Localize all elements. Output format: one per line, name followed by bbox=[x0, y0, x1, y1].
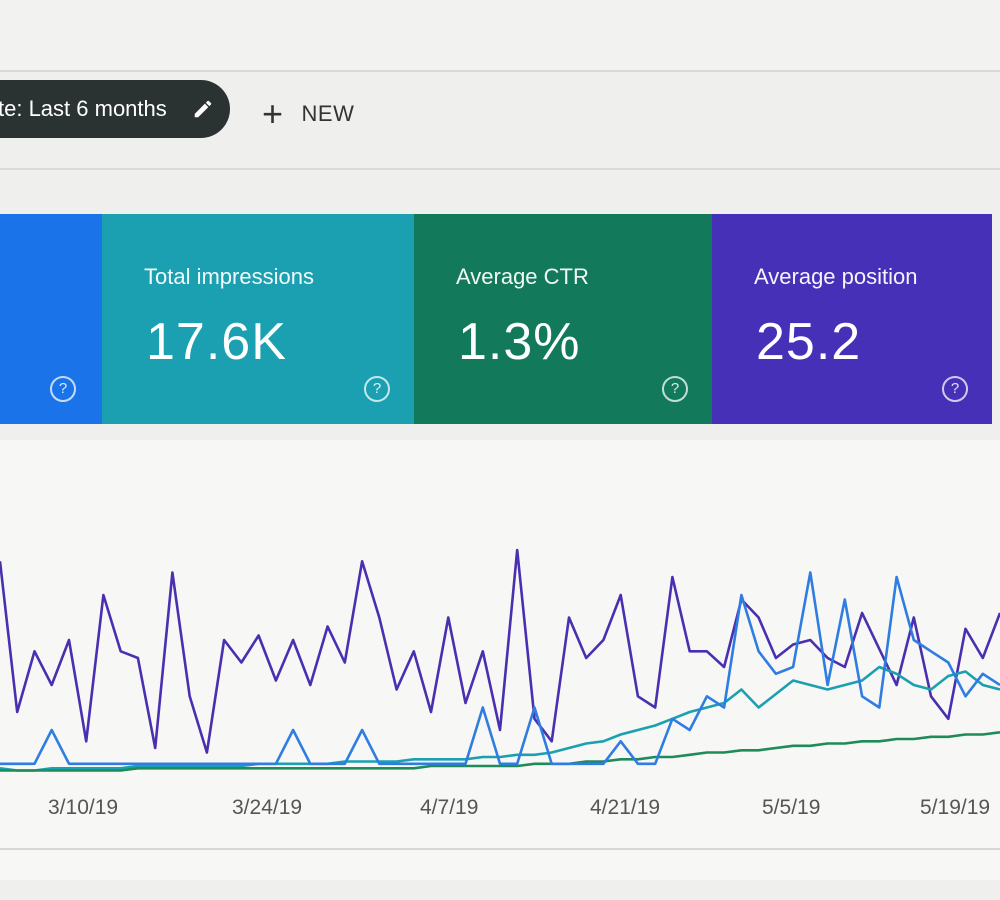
new-filter-button[interactable]: + NEW bbox=[262, 94, 354, 134]
new-button-label: NEW bbox=[301, 101, 355, 126]
card-value: 17.6K bbox=[146, 313, 287, 371]
top-bar bbox=[0, 0, 1000, 72]
divider bbox=[0, 168, 1000, 170]
date-range-chip[interactable]: te: Last 6 months bbox=[0, 80, 230, 138]
help-icon[interactable]: ? bbox=[50, 376, 76, 402]
card-average-ctr[interactable]: Average CTR 1.3% ? bbox=[414, 214, 712, 424]
x-tick-label: 5/5/19 bbox=[762, 796, 821, 819]
edit-pencil-icon[interactable] bbox=[192, 98, 214, 120]
x-tick-label: 4/21/19 bbox=[590, 796, 661, 819]
series-line-2 bbox=[0, 731, 1000, 772]
help-icon[interactable]: ? bbox=[942, 376, 968, 402]
x-tick-label: 3/10/19 bbox=[48, 796, 119, 819]
card-average-position[interactable]: Average position 25.2 ? bbox=[712, 214, 992, 424]
bottom-divider bbox=[0, 848, 1000, 850]
date-range-label: te: Last 6 months bbox=[0, 96, 167, 121]
performance-chart: 3/10/19 3/24/19 4/7/19 4/21/19 5/5/19 5/19/19 bbox=[0, 440, 1000, 880]
series-line-1 bbox=[0, 665, 1000, 772]
chart-plot bbox=[0, 548, 1000, 772]
x-tick-label: 4/7/19 bbox=[420, 796, 479, 819]
card-total-clicks[interactable]: ? bbox=[0, 214, 102, 424]
series-line-0 bbox=[0, 548, 1000, 754]
plus-icon: + bbox=[262, 93, 284, 134]
x-tick-label: 3/24/19 bbox=[232, 796, 303, 819]
card-label: Average position bbox=[754, 264, 918, 289]
x-tick-label: 5/19/19 bbox=[920, 796, 991, 819]
help-icon[interactable]: ? bbox=[662, 376, 688, 402]
card-value: 25.2 bbox=[756, 313, 862, 371]
card-total-impressions[interactable]: Total impressions 17.6K ? bbox=[102, 214, 414, 424]
series-line-3 bbox=[0, 571, 1000, 766]
card-value: 1.3% bbox=[458, 313, 581, 371]
card-label: Average CTR bbox=[456, 264, 589, 289]
metric-cards: ? Total impressions 17.6K ? Average CTR … bbox=[0, 214, 1000, 426]
card-label: Total impressions bbox=[144, 264, 314, 289]
help-icon[interactable]: ? bbox=[364, 376, 390, 402]
